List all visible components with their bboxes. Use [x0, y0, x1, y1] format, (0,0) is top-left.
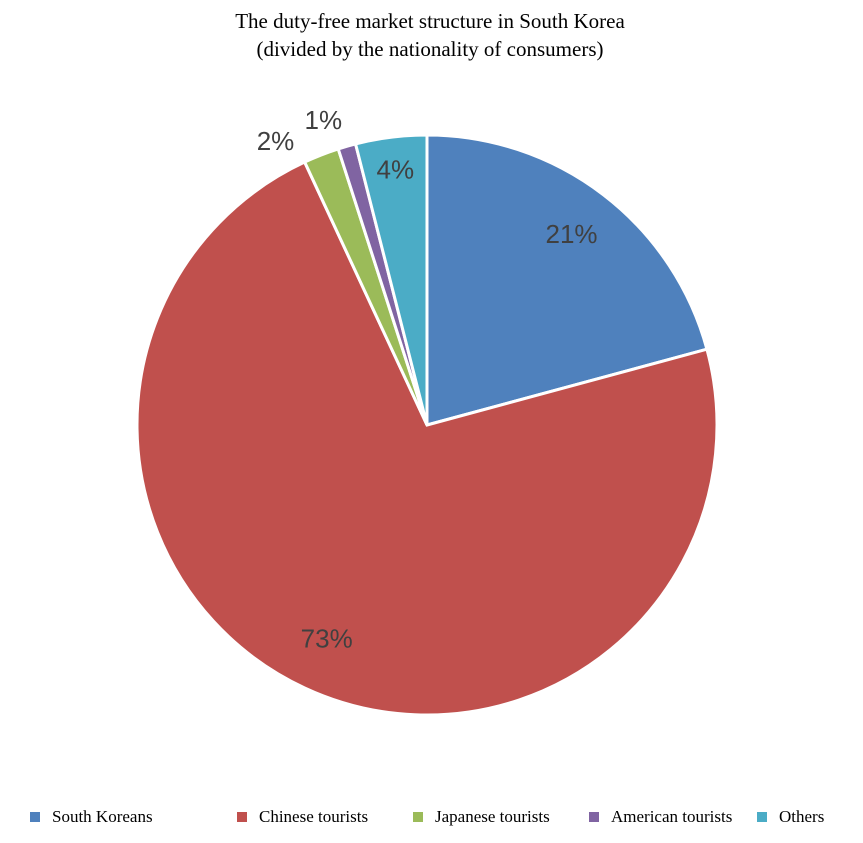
legend-swatch [413, 812, 423, 822]
legend-swatch [30, 812, 40, 822]
pie-slice [425, 133, 709, 427]
data-label: 1% [305, 105, 343, 135]
pie-slice [135, 160, 719, 717]
legend-swatch [589, 812, 599, 822]
data-label: 21% [545, 219, 597, 249]
legend-label: American tourists [611, 807, 732, 826]
legend-swatch [757, 812, 767, 822]
legend-label: Japanese tourists [435, 807, 550, 826]
legend-label: South Koreans [52, 807, 153, 826]
data-label: 4% [377, 155, 415, 185]
data-label: 73% [301, 623, 353, 653]
pie-slice [353, 133, 429, 426]
legend-swatch [237, 812, 247, 822]
chart-title: The duty-free market structure in South … [235, 9, 625, 33]
chart-subtitle: (divided by the nationality of consumers… [256, 37, 603, 61]
legend-label: Chinese tourists [259, 807, 368, 826]
data-label: 2% [257, 126, 295, 156]
legend-label: Others [779, 807, 824, 826]
